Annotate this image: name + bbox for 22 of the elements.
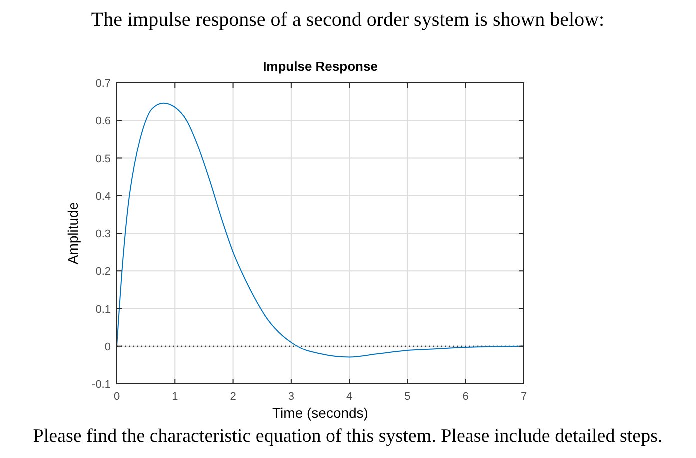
chart-subtitle: The impulse response of a second order system is shown below: <box>91 9 605 31</box>
x-tick-label: 4 <box>346 391 353 403</box>
x-axis-title: Time (seconds) <box>272 405 368 421</box>
x-tick-label: 1 <box>172 391 178 403</box>
y-tick-label: 0.6 <box>96 116 111 128</box>
y-tick-label: 0.1 <box>96 304 111 316</box>
y-tick-label: 0.4 <box>96 190 111 203</box>
x-tick-label: 5 <box>404 391 411 403</box>
y-tick-label: 0.7 <box>96 78 111 90</box>
x-tick-label: 7 <box>520 391 528 403</box>
y-axis-title: Amplitude <box>65 202 81 265</box>
x-tick-label: 2 <box>230 391 236 403</box>
x-tick-label: 3 <box>288 391 294 403</box>
y-tick-label: -0.1 <box>92 379 111 391</box>
x-tick-label: 0 <box>114 391 120 403</box>
y-tick-label: 0 <box>104 341 111 354</box>
x-tick-label: 6 <box>462 391 469 403</box>
text: Please find the characteristic equation of this system. Please include detailed steps. <box>33 426 663 447</box>
y-tick-label: 0.3 <box>96 228 111 240</box>
y-tick-label: 0.2 <box>96 266 111 278</box>
y-tick-label: 0.5 <box>96 153 111 166</box>
chart-title: Impulse Response <box>263 59 378 74</box>
